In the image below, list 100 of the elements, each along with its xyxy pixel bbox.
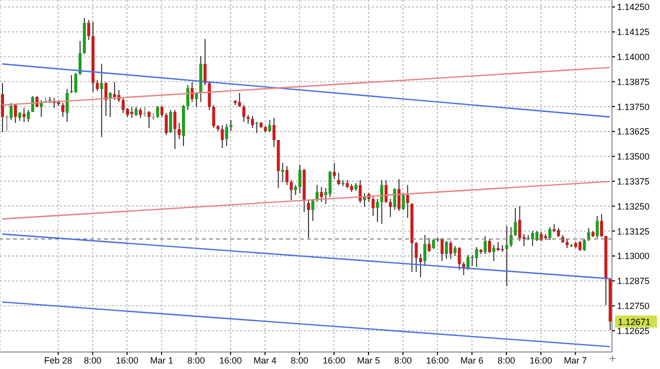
x-tick-label: 8:00 bbox=[394, 355, 412, 366]
candlestick bbox=[148, 110, 151, 129]
candlestick bbox=[204, 38, 207, 86]
y-tick-label: 1.13125 bbox=[617, 226, 650, 236]
candlestick bbox=[100, 63, 104, 138]
candlestick bbox=[393, 188, 396, 210]
text: 1.12671 bbox=[618, 317, 651, 328]
candlestick bbox=[419, 253, 422, 278]
x-tick-label: 16:00 bbox=[426, 355, 449, 366]
candlestick bbox=[596, 215, 599, 239]
candlestick bbox=[26, 109, 30, 122]
candlestick bbox=[458, 246, 461, 270]
y-tick-label: 1.12875 bbox=[617, 276, 650, 286]
candlestick bbox=[454, 246, 457, 256]
candlestick bbox=[290, 180, 293, 201]
candlestick bbox=[255, 121, 258, 134]
candlestick bbox=[372, 196, 375, 216]
candlestick bbox=[475, 246, 478, 268]
y-tick-label: 1.12625 bbox=[617, 326, 650, 336]
candlestick bbox=[87, 19, 90, 41]
candlestick bbox=[220, 124, 224, 149]
candlestick bbox=[548, 226, 552, 241]
candlestick bbox=[186, 84, 190, 110]
candlestick bbox=[449, 240, 452, 260]
candlestick bbox=[164, 112, 168, 136]
candlestick bbox=[432, 238, 435, 250]
candlestick bbox=[66, 88, 69, 122]
candlestick bbox=[285, 165, 288, 186]
candlestick bbox=[380, 180, 384, 224]
x-tick-label: 8:00 bbox=[290, 355, 308, 366]
y-tick-label: 1.14250 bbox=[617, 2, 650, 12]
x-tick-label: 16:00 bbox=[116, 355, 138, 366]
candlestick bbox=[398, 178, 401, 212]
y-tick-label: 1.14125 bbox=[617, 27, 650, 38]
candlestick bbox=[337, 172, 340, 186]
y-tick-label: 1.13875 bbox=[617, 76, 650, 87]
candlestick bbox=[423, 234, 426, 266]
candlestick bbox=[281, 162, 284, 183]
candlestick bbox=[316, 184, 319, 202]
candlestick bbox=[298, 164, 302, 194]
candlestick bbox=[272, 117, 276, 148]
candlestick bbox=[388, 198, 392, 218]
candlestick bbox=[104, 82, 108, 116]
candlestick bbox=[332, 162, 336, 180]
y-tick-label: 1.13750 bbox=[617, 102, 650, 112]
candlestick bbox=[229, 119, 232, 132]
candlestick bbox=[212, 104, 216, 129]
candlestick bbox=[307, 200, 310, 239]
candlestick bbox=[444, 240, 448, 260]
y-tick-label: 1.13000 bbox=[617, 251, 650, 262]
candlestick bbox=[492, 244, 496, 262]
candlestick bbox=[156, 105, 160, 118]
x-tick-label: Mar 5 bbox=[356, 355, 380, 366]
candlestick bbox=[320, 186, 323, 202]
candlestick bbox=[535, 230, 538, 242]
x-tick-label: Mar 7 bbox=[564, 355, 587, 366]
candlestick bbox=[22, 107, 26, 122]
x-tick-label: 8:00 bbox=[84, 355, 102, 366]
candlestick bbox=[208, 82, 211, 110]
candlestick bbox=[402, 192, 405, 210]
y-tick-label: 1.13500 bbox=[617, 152, 650, 162]
candlestick bbox=[505, 226, 508, 287]
candlestick bbox=[358, 180, 362, 204]
y-tick-label: 1.12750 bbox=[617, 300, 650, 311]
candlestick bbox=[10, 102, 13, 120]
x-tick-label: 16:00 bbox=[322, 355, 346, 366]
candlestick bbox=[406, 184, 410, 218]
candlestick bbox=[268, 119, 272, 133]
candlestick bbox=[160, 105, 164, 118]
candlestick bbox=[518, 205, 522, 242]
candlestick bbox=[138, 107, 142, 118]
candlestick bbox=[194, 92, 198, 108]
x-tick-label: Feb 28 bbox=[44, 355, 72, 366]
candlestick bbox=[514, 207, 517, 237]
candlestick bbox=[96, 80, 99, 92]
x-tick-label: 8:00 bbox=[187, 355, 205, 366]
candlestick bbox=[484, 236, 487, 254]
x-tick-label: 16:00 bbox=[219, 355, 242, 366]
candlestick bbox=[510, 226, 513, 248]
x-tick-label: Mar 4 bbox=[254, 355, 277, 366]
x-tick-label: Mar 1 bbox=[150, 355, 174, 366]
y-tick-label: 1.14000 bbox=[617, 52, 650, 62]
x-tick-label: 8:00 bbox=[498, 355, 516, 366]
candlestick bbox=[376, 198, 379, 222]
candlestick bbox=[1, 82, 4, 133]
candlestick bbox=[169, 109, 172, 134]
candlestick bbox=[173, 109, 176, 150]
candlestick bbox=[143, 106, 146, 118]
candlestick bbox=[5, 114, 8, 132]
candlestick bbox=[225, 123, 228, 147]
candlestick bbox=[384, 180, 388, 204]
candlestick bbox=[428, 238, 431, 252]
y-tick-label: 1.13250 bbox=[617, 201, 650, 212]
candlestick bbox=[242, 104, 246, 122]
candlestick bbox=[74, 72, 78, 94]
candlestick bbox=[130, 106, 134, 118]
candlestick bbox=[31, 96, 34, 112]
candlestick bbox=[414, 242, 418, 272]
y-tick-label: 1.13625 bbox=[617, 126, 650, 137]
candlestick bbox=[14, 103, 17, 124]
